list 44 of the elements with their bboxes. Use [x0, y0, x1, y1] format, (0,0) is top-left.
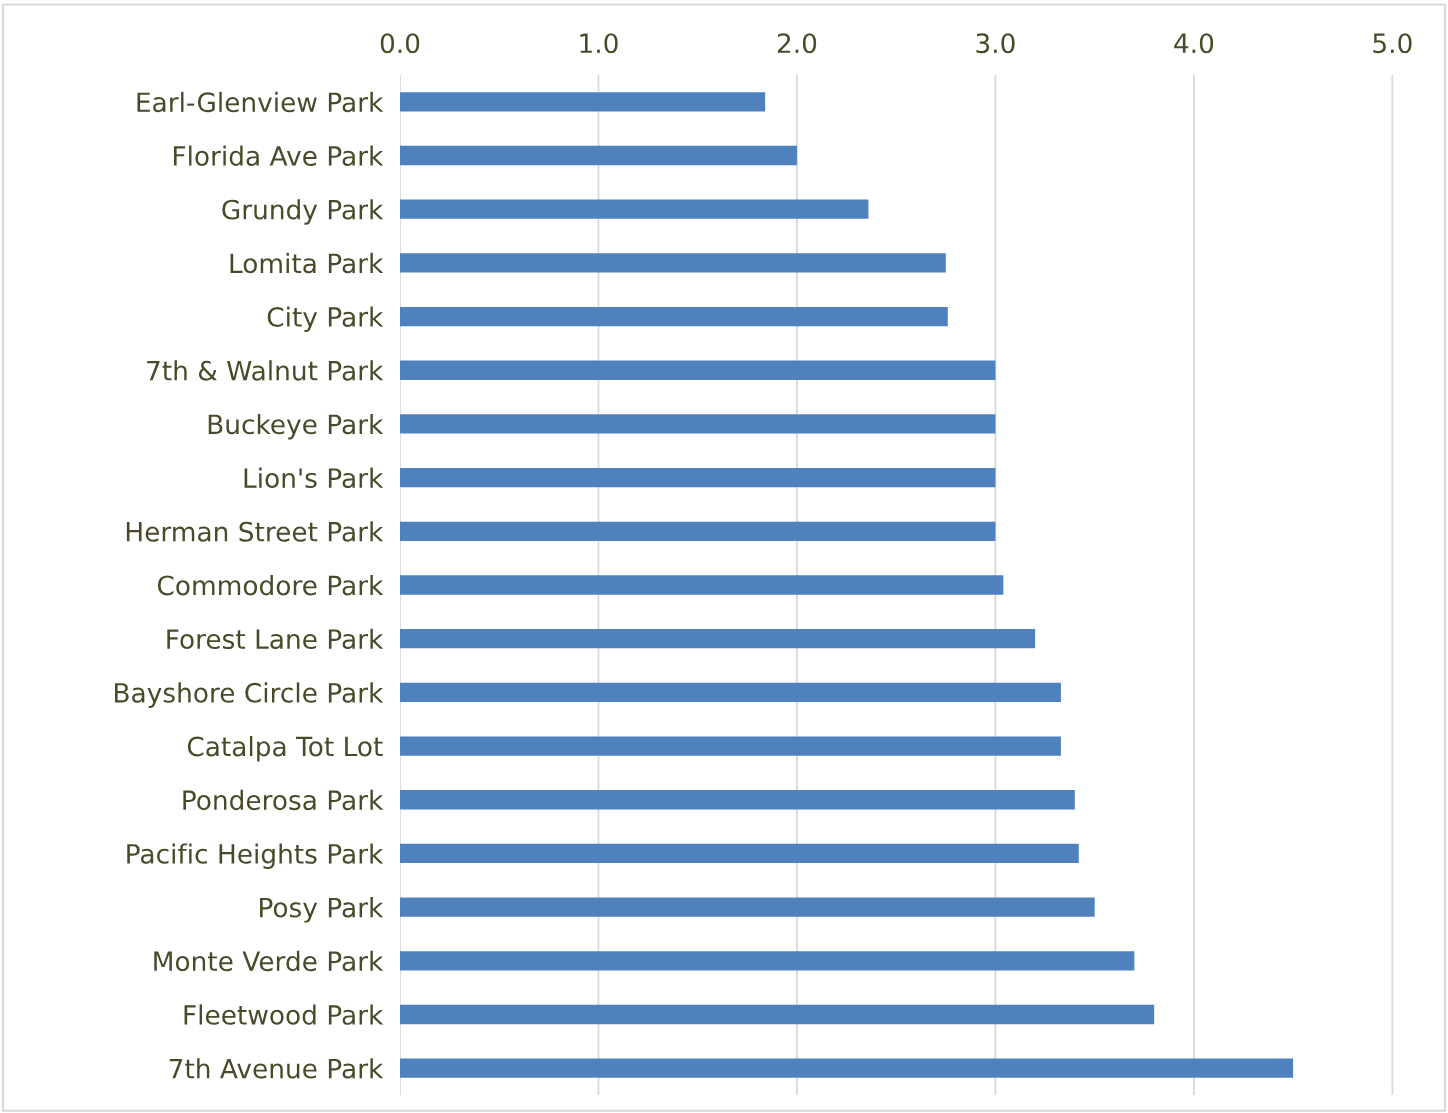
y-tick-label: 7th & Walnut Park	[147, 360, 384, 381]
bar	[400, 843, 1079, 864]
bar	[400, 467, 996, 488]
y-tick-label: Forest Lane Park	[167, 628, 384, 650]
x-tick-label: 3.0	[976, 33, 1015, 54]
bar	[400, 951, 1135, 971]
y-tick-label: Lion's Park	[244, 467, 384, 489]
y-tick-label: Lomita Park	[230, 252, 384, 274]
bar	[400, 1058, 1294, 1078]
y-tick-label: Catalpa Tot Lot	[187, 736, 383, 762]
y-tick-label: Herman Street Park	[126, 521, 384, 542]
bar	[400, 629, 1036, 649]
bar	[400, 790, 1075, 810]
y-tick-label: 7th Avenue Park	[169, 1058, 384, 1079]
y-tick-label: City Park	[267, 306, 384, 333]
x-tick-label: 2.0	[777, 33, 817, 54]
bar	[400, 736, 1061, 756]
bar	[400, 897, 1095, 917]
bar	[400, 1004, 1155, 1025]
bar	[400, 145, 797, 166]
y-tick-label: Fleetwood Park	[184, 1004, 384, 1025]
y-tick-label: Bayshore Circle Park	[115, 682, 384, 708]
y-tick-label: Florida Ave Park	[174, 145, 384, 166]
bar	[400, 92, 766, 112]
y-tick-label: Buckeye Park	[208, 413, 384, 440]
x-tick-label: 0.0	[380, 33, 420, 54]
y-tick-label: Grundy Park	[222, 199, 384, 225]
bar	[400, 306, 948, 327]
x-tick-label: 4.0	[1174, 33, 1214, 54]
bar	[400, 682, 1061, 703]
y-tick-label: Commodore Park	[157, 574, 384, 596]
bar	[400, 414, 996, 434]
bar	[400, 199, 869, 219]
x-tick-label: 5.0	[1373, 33, 1412, 54]
y-tick-label: Monte Verde Park	[154, 950, 384, 972]
y-tick-label: Pacific Heights Park	[127, 843, 384, 869]
y-tick-label: Earl-Glenview Park	[137, 91, 384, 113]
bar	[400, 575, 1004, 595]
bar	[400, 253, 946, 273]
bar	[400, 521, 996, 541]
bar	[400, 360, 996, 380]
x-tick-label: 1.0	[580, 33, 618, 54]
y-tick-label: Ponderosa Park	[183, 789, 384, 811]
y-tick-label: Posy Park	[260, 897, 384, 923]
